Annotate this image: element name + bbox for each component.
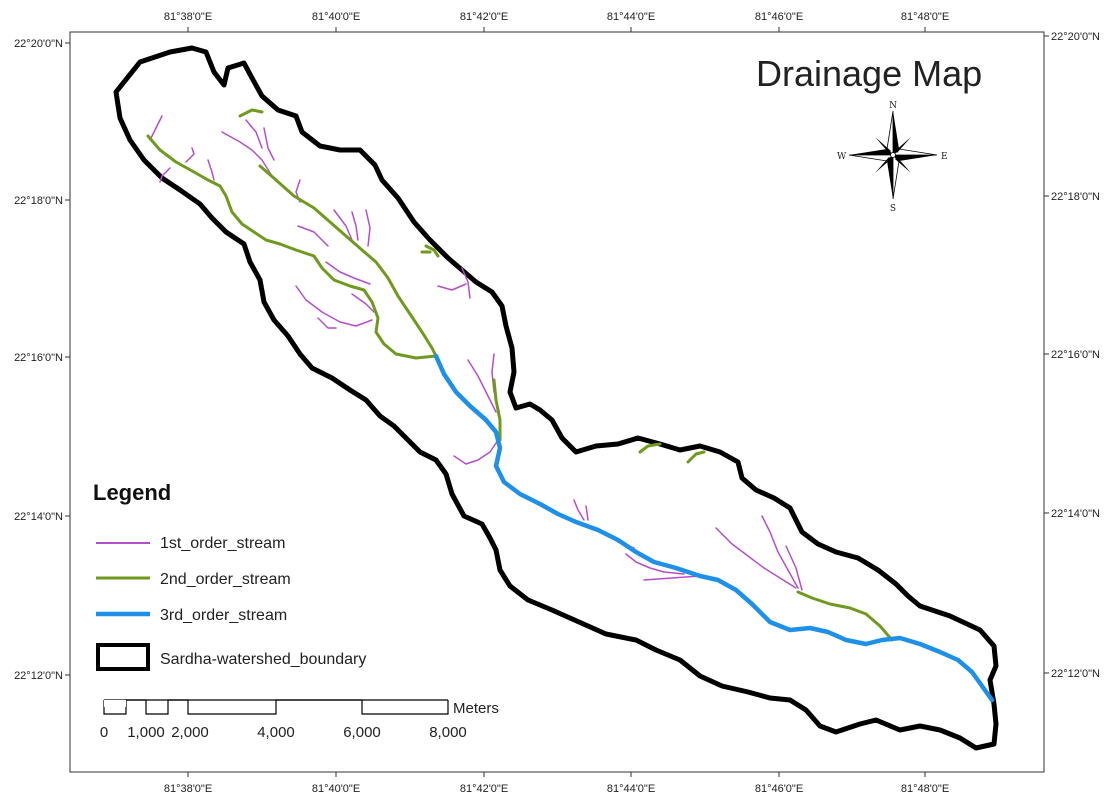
bottom-lon-label: 81°40'0"E [312, 783, 360, 795]
left-lat-ticks [65, 42, 70, 676]
scale-label: 0 [100, 724, 108, 741]
top-lon-label: 81°42'0"E [460, 11, 508, 23]
top-lon-label: 81°48'0"E [901, 11, 949, 23]
compass-e-label: E [941, 152, 948, 162]
right-lat-label: 22°14'0"N [1051, 508, 1100, 520]
legend-title: Legend [93, 480, 171, 505]
legend-label-third-order: 3rd_order_stream [160, 607, 287, 624]
left-lat-labels: 22°20'0"N 22°18'0"N 22°16'0"N 22°14'0"N … [14, 38, 63, 682]
right-lat-label: 22°20'0"N [1051, 31, 1100, 43]
bottom-lon-label: 81°42'0"E [460, 783, 508, 795]
scale-unit: Meters [453, 700, 499, 717]
right-lat-labels: 22°20'0"N 22°18'0"N 22°16'0"N 22°14'0"N … [1051, 31, 1100, 680]
compass-n-label: N [889, 101, 897, 111]
scale-label: 2,000 [171, 724, 209, 741]
right-lat-ticks [1044, 35, 1049, 674]
compass-s-label: S [890, 204, 896, 214]
right-lat-label: 22°12'0"N [1051, 668, 1100, 680]
legend-label-boundary: Sardha-watershed_boundary [160, 651, 366, 668]
bottom-lon-label: 81°48'0"E [901, 783, 949, 795]
right-lat-label: 22°18'0"N [1051, 191, 1100, 203]
right-lat-label: 22°16'0"N [1051, 349, 1100, 361]
bottom-lon-ticks [187, 772, 926, 777]
legend-swatch-boundary [96, 643, 150, 671]
scale-label: 6,000 [343, 724, 381, 741]
map-title: Drainage Map [756, 53, 982, 94]
second-order-streams [146, 108, 894, 642]
left-lat-label: 22°20'0"N [14, 38, 63, 50]
top-lon-label: 81°40'0"E [312, 11, 360, 23]
left-lat-label: 22°12'0"N [14, 670, 63, 682]
scale-label: 1,000 [127, 724, 165, 741]
scale-label: 8,000 [429, 724, 467, 741]
bottom-lon-label: 81°38'0"E [164, 783, 212, 795]
compass-w-label: W [837, 152, 847, 162]
top-lon-label: 81°38'0"E [164, 11, 212, 23]
bottom-lon-label: 81°44'0"E [607, 783, 655, 795]
left-lat-label: 22°18'0"N [14, 195, 63, 207]
left-lat-label: 22°14'0"N [14, 511, 63, 523]
north-arrow-icon: N S E W [837, 101, 948, 214]
top-lon-ticks [187, 27, 926, 32]
scale-bar: Meters 0 1,000 2,000 4,000 6,000 8,000 [100, 699, 499, 741]
left-lat-label: 22°16'0"N [14, 352, 63, 364]
first-order-streams [149, 115, 803, 591]
scale-label: 4,000 [257, 724, 295, 741]
watershed-boundary [113, 45, 999, 751]
legend-label-first-order: 1st_order_stream [160, 535, 285, 552]
legend: Legend 1st_order_stream 2nd_order_stream… [93, 480, 366, 671]
top-lon-label: 81°46'0"E [755, 11, 803, 23]
legend-label-second-order: 2nd_order_stream [160, 571, 291, 588]
bottom-lon-label: 81°46'0"E [755, 783, 803, 795]
top-lon-label: 81°44'0"E [607, 11, 655, 23]
bottom-lon-labels: 81°38'0"E 81°40'0"E 81°42'0"E 81°44'0"E … [164, 783, 949, 795]
top-lon-labels: 81°38'0"E 81°40'0"E 81°42'0"E 81°44'0"E … [164, 11, 949, 23]
third-order-stream [433, 353, 995, 703]
